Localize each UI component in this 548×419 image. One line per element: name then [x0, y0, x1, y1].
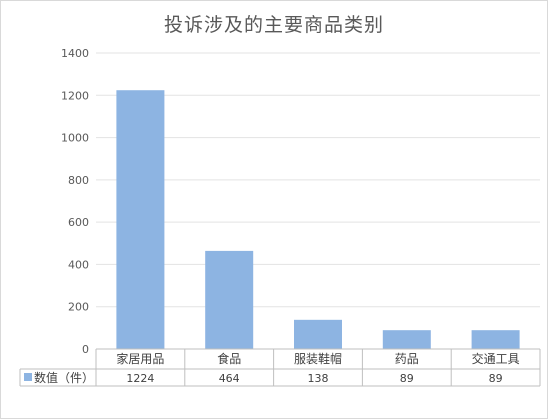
category-label: 药品: [395, 352, 419, 366]
bar-1: [205, 250, 254, 349]
y-tick-label: 0: [82, 343, 89, 356]
data-table-value: 89: [400, 372, 414, 385]
chart-title: 投诉涉及的主要商品类别: [163, 14, 384, 36]
y-tick-label: 1400: [61, 47, 89, 60]
category-label: 交通工具: [472, 351, 520, 366]
y-tick-label: 1200: [61, 89, 89, 102]
data-table-value: 464: [219, 372, 240, 385]
legend-swatch: [24, 373, 32, 381]
bar-2: [294, 319, 342, 349]
y-tick-label: 800: [68, 174, 89, 187]
data-table-value: 1224: [126, 372, 154, 385]
data-table-value: 89: [489, 372, 503, 385]
legend-label: 数值（件）: [34, 370, 94, 385]
bar-0: [116, 90, 165, 349]
bar-4: [471, 330, 520, 349]
data-table-value: 138: [308, 372, 329, 385]
category-label: 家居用品: [116, 351, 164, 366]
y-tick-label: 200: [68, 301, 89, 314]
bar-3: [382, 330, 431, 349]
category-label: 服装鞋帽: [294, 351, 342, 366]
y-tick-label: 1000: [61, 132, 89, 145]
y-tick-label: 600: [68, 216, 89, 229]
y-tick-label: 400: [68, 258, 89, 271]
category-label: 食品: [217, 351, 241, 366]
